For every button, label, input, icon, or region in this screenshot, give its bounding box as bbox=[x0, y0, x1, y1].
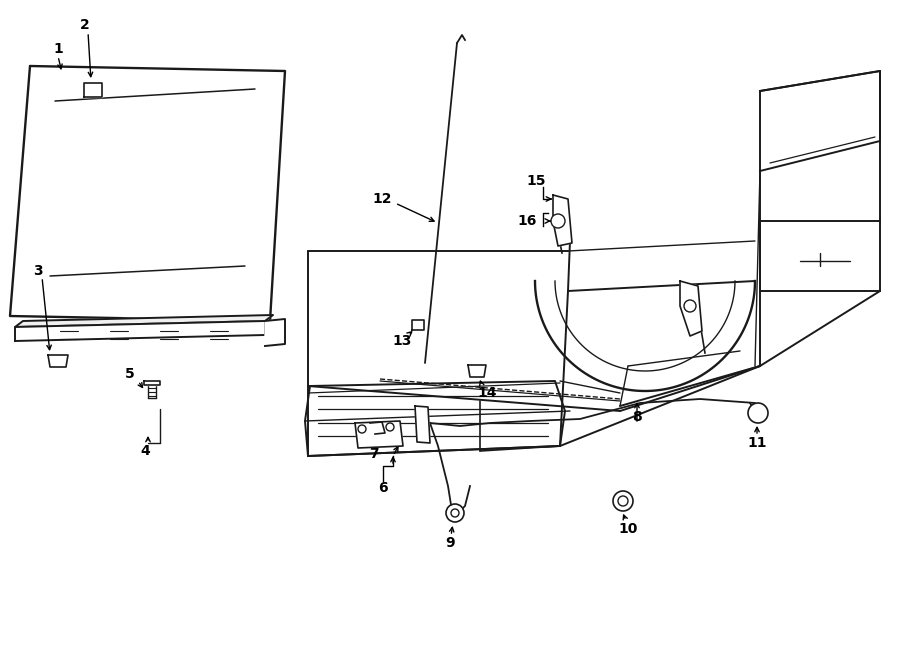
Polygon shape bbox=[10, 66, 285, 321]
Polygon shape bbox=[265, 319, 285, 346]
Text: 11: 11 bbox=[747, 436, 767, 450]
Polygon shape bbox=[415, 406, 430, 443]
Polygon shape bbox=[468, 365, 486, 377]
Text: 2: 2 bbox=[80, 18, 90, 32]
Circle shape bbox=[748, 403, 768, 423]
Polygon shape bbox=[48, 355, 68, 367]
Circle shape bbox=[358, 425, 366, 433]
Polygon shape bbox=[305, 381, 565, 456]
Text: 13: 13 bbox=[392, 334, 411, 348]
Polygon shape bbox=[144, 381, 160, 385]
Polygon shape bbox=[355, 421, 403, 448]
Circle shape bbox=[551, 214, 565, 228]
Polygon shape bbox=[412, 320, 424, 330]
Circle shape bbox=[613, 491, 633, 511]
Text: 1: 1 bbox=[53, 42, 63, 56]
Polygon shape bbox=[553, 195, 572, 246]
Polygon shape bbox=[15, 321, 265, 341]
Text: 9: 9 bbox=[446, 536, 454, 550]
Polygon shape bbox=[84, 83, 102, 97]
Circle shape bbox=[386, 423, 394, 431]
Text: 14: 14 bbox=[477, 386, 497, 400]
Text: 7: 7 bbox=[369, 447, 379, 461]
Text: 8: 8 bbox=[632, 410, 642, 424]
Text: 12: 12 bbox=[373, 192, 392, 206]
Polygon shape bbox=[15, 315, 273, 327]
Text: 4: 4 bbox=[140, 444, 150, 458]
Text: 15: 15 bbox=[526, 174, 545, 188]
Circle shape bbox=[451, 509, 459, 517]
Circle shape bbox=[618, 496, 628, 506]
Circle shape bbox=[446, 504, 464, 522]
Polygon shape bbox=[680, 281, 702, 336]
Text: 16: 16 bbox=[518, 214, 536, 228]
Text: 5: 5 bbox=[125, 367, 135, 381]
Text: 6: 6 bbox=[378, 481, 388, 495]
Circle shape bbox=[684, 300, 696, 312]
Text: 3: 3 bbox=[33, 264, 43, 278]
Text: 10: 10 bbox=[618, 522, 638, 536]
